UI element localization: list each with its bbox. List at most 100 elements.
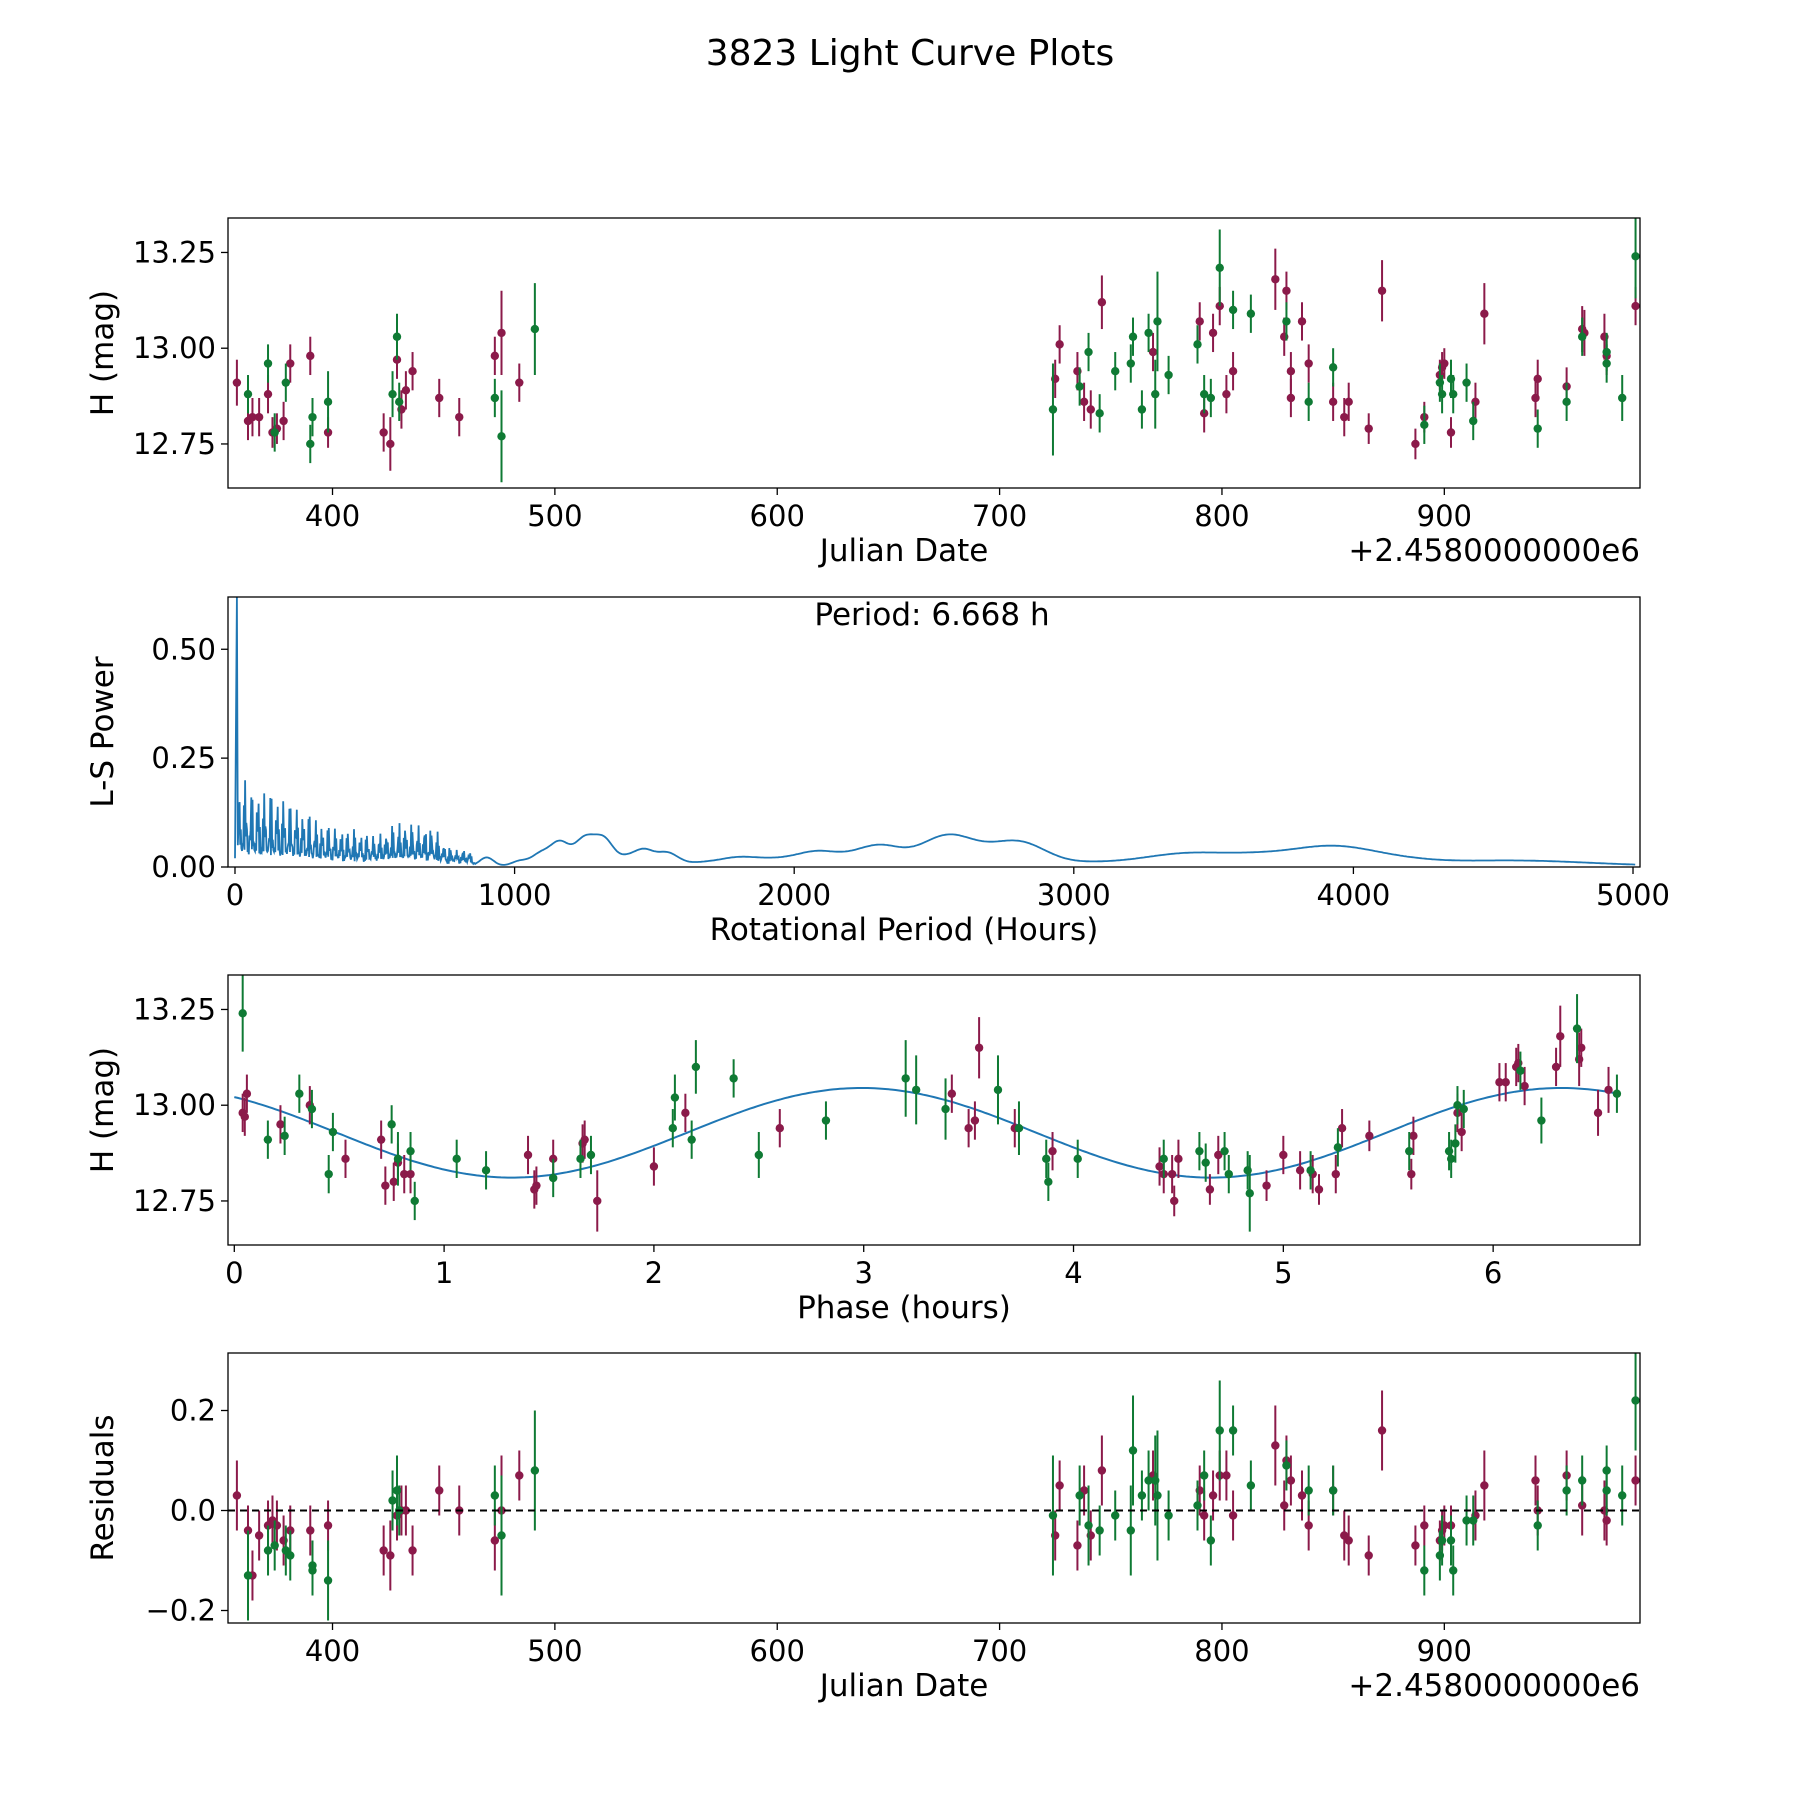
data-point <box>1199 1471 1209 1480</box>
data-point <box>1195 317 1204 326</box>
x-tick-label: 5000 <box>1596 878 1670 912</box>
data-point <box>1174 1154 1183 1164</box>
data-point <box>386 439 395 449</box>
data-point <box>1533 424 1542 433</box>
data-point <box>1144 1476 1153 1485</box>
x-tick-label: 800 <box>1194 499 1249 533</box>
data-point <box>1304 359 1313 368</box>
data-point <box>490 351 500 361</box>
data-point <box>410 1196 419 1206</box>
data-point <box>1097 1466 1107 1475</box>
data-point <box>242 1089 252 1098</box>
x-axis-label: Rotational Period (Hours) <box>710 912 1099 948</box>
data-point <box>691 1062 701 1072</box>
data-point <box>1215 263 1224 272</box>
data-point <box>435 1486 444 1495</box>
data-point <box>308 412 317 422</box>
data-point <box>1126 1526 1135 1535</box>
data-point <box>1459 1104 1468 1114</box>
x-tick-label: 700 <box>972 1634 1027 1668</box>
data-point <box>1271 1441 1280 1450</box>
data-point <box>1516 1066 1525 1075</box>
data-point <box>515 1471 524 1480</box>
data-point <box>1246 1481 1256 1490</box>
data-point <box>1095 409 1104 418</box>
data-point <box>1602 1486 1611 1495</box>
data-point <box>455 412 464 422</box>
data-point <box>1631 301 1640 311</box>
data-point <box>1602 1516 1611 1525</box>
data-point <box>1286 393 1296 403</box>
data-point <box>406 1146 415 1156</box>
data-point <box>1199 1511 1209 1520</box>
data-point <box>1086 405 1095 414</box>
data-point <box>970 1116 980 1125</box>
data-point <box>341 1154 350 1164</box>
series-filter-2 <box>238 975 1622 1232</box>
data-point <box>279 416 288 426</box>
data-point <box>497 432 506 441</box>
data-point <box>1048 405 1058 414</box>
data-point <box>379 1546 388 1555</box>
data-point <box>1409 1131 1418 1141</box>
x-tick-label: 600 <box>750 1634 805 1668</box>
data-point <box>1407 1169 1416 1179</box>
data-point <box>306 439 315 449</box>
data-point <box>1297 1491 1307 1500</box>
data-point <box>1084 347 1093 357</box>
data-point <box>435 393 444 403</box>
data-point <box>1593 1108 1603 1118</box>
x-axis-label: Julian Date <box>818 533 989 569</box>
data-point <box>381 1181 390 1190</box>
x-axis-label: Julian Date <box>818 1668 989 1704</box>
data-point <box>1612 1089 1622 1098</box>
data-point <box>1084 1521 1093 1530</box>
data-point <box>1282 1461 1291 1470</box>
data-point <box>1411 439 1420 449</box>
data-point <box>400 1169 409 1179</box>
data-point <box>1364 1551 1373 1560</box>
data-point <box>1193 1501 1202 1510</box>
data-point <box>393 1154 403 1164</box>
data-point <box>270 428 279 437</box>
data-point <box>1271 275 1280 284</box>
data-point <box>1193 340 1202 349</box>
x-tick-label: 5 <box>1274 1256 1292 1290</box>
series-filter-2 <box>243 218 1640 483</box>
data-point <box>1214 1150 1223 1160</box>
periodogram-plot-area <box>234 597 1636 866</box>
data-point <box>1128 332 1138 341</box>
data-point <box>254 412 264 422</box>
data-point <box>911 1085 921 1095</box>
data-point <box>1148 347 1158 357</box>
data-point <box>1155 1162 1164 1171</box>
data-point <box>1170 1196 1179 1206</box>
data-point <box>1577 1043 1586 1052</box>
data-point <box>1044 1177 1053 1187</box>
y-tick-label: 12.75 <box>133 1184 216 1218</box>
data-point <box>276 1120 285 1129</box>
data-point <box>1340 412 1349 422</box>
data-point <box>306 1526 315 1535</box>
data-point <box>270 1541 279 1550</box>
data-point <box>1420 1566 1429 1575</box>
data-point <box>1533 374 1542 384</box>
data-point <box>401 386 411 395</box>
data-point <box>1295 1166 1305 1175</box>
data-point <box>388 389 397 399</box>
data-point <box>1048 1511 1058 1520</box>
data-point <box>532 1181 541 1190</box>
data-point <box>1144 328 1153 338</box>
data-point <box>593 1196 602 1206</box>
x-tick-label: 2 <box>645 1256 663 1290</box>
data-point <box>1577 1476 1587 1485</box>
data-point <box>1286 366 1296 376</box>
data-point <box>1153 1491 1162 1500</box>
data-point <box>406 1169 415 1179</box>
data-point <box>1411 1541 1420 1550</box>
data-point <box>1333 1143 1343 1152</box>
data-point <box>1462 1516 1471 1525</box>
x-tick-label: 4000 <box>1316 878 1390 912</box>
data-point <box>263 389 273 399</box>
